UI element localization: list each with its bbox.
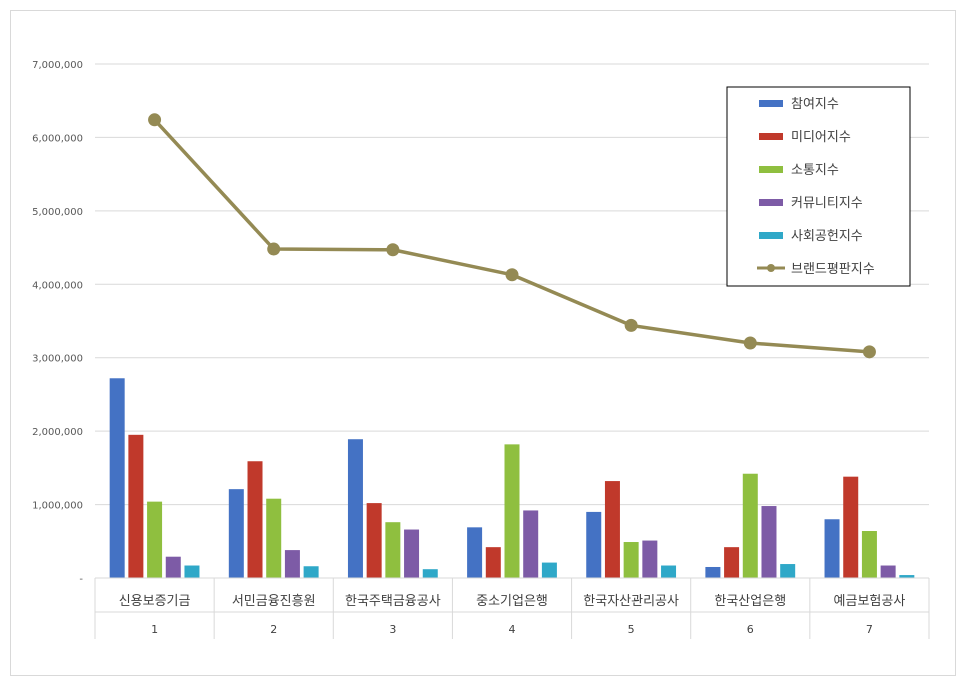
chart-frame: - 1,000,000 2,000,000 3,000,000 4,000,000 5,0… [10, 10, 956, 676]
legend-label: 커뮤니티지수 [791, 196, 863, 211]
y-tick-label: 4,000,000 [32, 280, 83, 291]
x-category-number: 7 [866, 623, 873, 636]
bar [228, 489, 244, 578]
y-tick-label: 1,000,000 [32, 501, 83, 512]
series-5 [184, 562, 915, 578]
legend-swatch [759, 199, 783, 206]
bar [109, 378, 125, 578]
legend-swatch [759, 232, 783, 239]
legend-swatch [759, 100, 783, 107]
legend-label: 사회공헌지수 [791, 229, 863, 244]
bar [642, 540, 658, 578]
bar [843, 476, 859, 578]
y-tick-label: - [79, 574, 83, 585]
series-2 [128, 434, 859, 578]
bar [184, 565, 200, 578]
x-category-label: 한국주택금융공사 [345, 594, 441, 609]
bar [623, 542, 639, 578]
bar-series [109, 378, 915, 578]
line-point [624, 318, 638, 332]
bar [467, 527, 483, 578]
x-category-number: 1 [151, 623, 158, 636]
x-category-number: 3 [389, 623, 396, 636]
y-tick-label: 5,000,000 [32, 207, 83, 218]
bar [404, 529, 420, 578]
x-axis: 신용보증기금 1 서민금융진흥원 2 한국주택금융공사 3 중소기업은행 4 한국자산관리공사 5… [94, 577, 930, 639]
bar [604, 481, 620, 578]
bar [523, 510, 539, 578]
x-category-label: 중소기업은행 [476, 593, 548, 609]
grid-lines [95, 63, 929, 506]
x-category-label: 한국자산관리공사 [583, 594, 679, 609]
bar [724, 547, 740, 578]
brand-reputation-chart: - 1,000,000 2,000,000 3,000,000 4,000,000 5,0… [32, 60, 930, 639]
bar [504, 444, 520, 578]
legend-swatch [759, 133, 783, 140]
x-category-label: 서민금융진흥원 [232, 594, 316, 609]
bar [661, 565, 677, 578]
bar [899, 575, 915, 578]
legend-label: 참여지수 [791, 97, 839, 112]
bar [347, 439, 363, 578]
series-1 [109, 378, 840, 578]
x-category-number: 2 [270, 623, 277, 636]
line-point [505, 268, 519, 282]
legend-marker [767, 264, 775, 272]
bar [165, 556, 181, 578]
bar [366, 503, 382, 578]
legend-box [726, 86, 911, 287]
y-axis-tick-labels: - 1,000,000 2,000,000 3,000,000 4,000,000 5,0… [32, 60, 83, 585]
bar [861, 531, 877, 578]
bar [284, 550, 300, 578]
bar [705, 566, 721, 578]
x-category-number: 5 [628, 623, 635, 636]
x-category-number: 6 [747, 623, 754, 636]
legend-label: 소통지수 [791, 163, 839, 178]
bar [266, 498, 282, 578]
bar [303, 566, 319, 578]
line-point [743, 336, 757, 350]
legend-swatch [759, 166, 783, 173]
bar [824, 519, 840, 578]
x-category-label: 한국산업은행 [714, 593, 786, 609]
legend-label: 브랜드평판지수 [791, 262, 875, 277]
series-3 [147, 444, 877, 578]
line-point [862, 345, 876, 359]
bar [541, 562, 557, 578]
bar [385, 522, 401, 578]
bar [128, 434, 144, 578]
bar [247, 461, 263, 578]
y-tick-label: 7,000,000 [32, 60, 83, 71]
y-tick-label: 2,000,000 [32, 427, 83, 438]
line-point [267, 242, 281, 256]
x-category-number: 4 [509, 623, 516, 636]
line-point [148, 113, 162, 127]
bar [485, 547, 501, 578]
series-4 [165, 506, 896, 578]
y-tick-label: 6,000,000 [32, 133, 83, 144]
bar [422, 569, 438, 578]
bar [761, 506, 777, 578]
x-category-label: 예금보험공사 [834, 594, 906, 609]
bar [147, 501, 163, 578]
bar [586, 511, 602, 578]
bar [780, 564, 796, 578]
x-category-label: 신용보증기금 [119, 594, 191, 609]
legend-label: 미디어지수 [791, 130, 851, 145]
y-tick-label: 3,000,000 [32, 354, 83, 365]
line-series [148, 113, 876, 359]
bar [880, 565, 896, 578]
line-point [386, 243, 400, 257]
bar [742, 473, 758, 578]
